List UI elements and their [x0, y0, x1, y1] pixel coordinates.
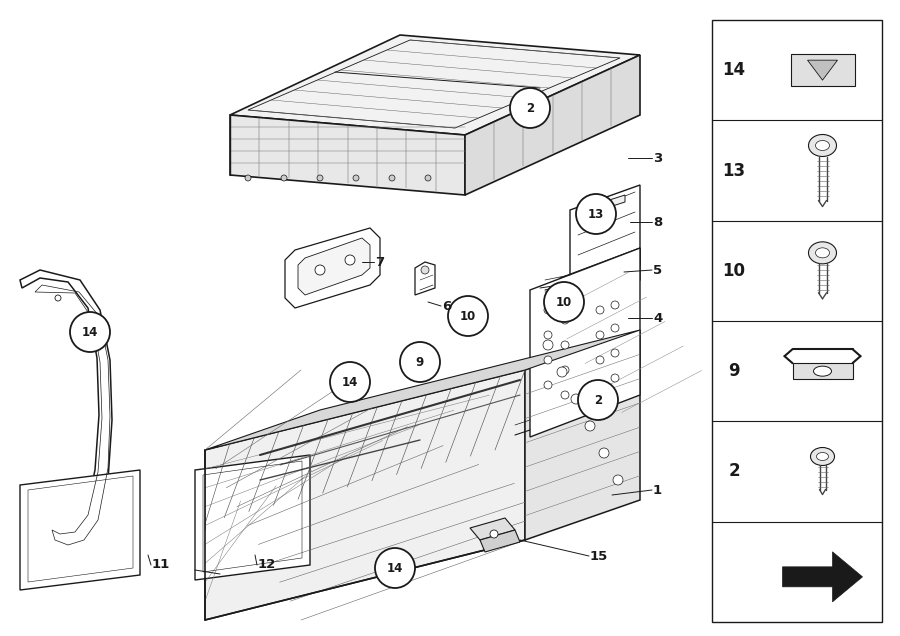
Text: 2: 2 [526, 102, 534, 114]
Circle shape [510, 88, 550, 128]
Circle shape [578, 380, 618, 420]
Polygon shape [793, 363, 852, 379]
Circle shape [315, 265, 325, 275]
Text: 2: 2 [594, 394, 602, 406]
Polygon shape [480, 530, 520, 552]
Polygon shape [205, 330, 640, 450]
Polygon shape [470, 518, 515, 540]
Polygon shape [807, 60, 838, 80]
Polygon shape [465, 55, 640, 195]
Circle shape [425, 175, 431, 181]
Circle shape [389, 175, 395, 181]
Circle shape [400, 342, 440, 382]
Text: 14: 14 [342, 375, 358, 389]
Text: 7: 7 [375, 256, 384, 268]
Polygon shape [525, 330, 640, 540]
Circle shape [281, 175, 287, 181]
Circle shape [613, 475, 623, 485]
Text: 10: 10 [460, 310, 476, 322]
Circle shape [544, 331, 552, 339]
Polygon shape [230, 115, 465, 195]
Circle shape [375, 548, 415, 588]
Polygon shape [530, 248, 640, 437]
Text: 10: 10 [723, 262, 745, 280]
Text: 10: 10 [556, 296, 572, 308]
Circle shape [611, 324, 619, 332]
Text: 13: 13 [723, 162, 745, 179]
Text: 5: 5 [653, 263, 662, 277]
Polygon shape [570, 185, 640, 305]
Circle shape [561, 316, 569, 324]
Text: 9: 9 [416, 356, 424, 368]
Circle shape [245, 175, 251, 181]
Text: 14: 14 [82, 326, 98, 338]
Circle shape [330, 362, 370, 402]
Text: 12: 12 [258, 558, 276, 572]
Circle shape [599, 448, 609, 458]
Circle shape [543, 340, 553, 350]
Circle shape [596, 331, 604, 339]
Circle shape [490, 530, 498, 538]
Text: 8: 8 [653, 216, 662, 228]
Circle shape [421, 266, 429, 274]
Circle shape [345, 255, 355, 265]
Text: 6: 6 [442, 300, 451, 312]
Polygon shape [20, 470, 140, 590]
Circle shape [571, 394, 581, 404]
Polygon shape [782, 552, 862, 602]
Polygon shape [560, 248, 640, 295]
Bar [712, 20, 882, 622]
Circle shape [557, 367, 567, 377]
Circle shape [611, 301, 619, 309]
Text: 15: 15 [590, 550, 608, 562]
Circle shape [561, 366, 569, 374]
Ellipse shape [811, 448, 834, 466]
Circle shape [596, 356, 604, 364]
Polygon shape [415, 262, 435, 295]
Polygon shape [790, 54, 854, 86]
Text: 2: 2 [728, 462, 740, 481]
Ellipse shape [808, 242, 836, 264]
Circle shape [576, 194, 616, 234]
Ellipse shape [814, 366, 832, 376]
Circle shape [353, 175, 359, 181]
Circle shape [544, 381, 552, 389]
Circle shape [596, 306, 604, 314]
Circle shape [544, 356, 552, 364]
Circle shape [611, 374, 619, 382]
Polygon shape [298, 238, 370, 295]
Polygon shape [205, 370, 525, 620]
Circle shape [596, 381, 604, 389]
Polygon shape [285, 228, 380, 308]
Circle shape [448, 296, 488, 336]
Text: 14: 14 [723, 61, 745, 79]
Text: 3: 3 [653, 151, 662, 165]
Text: 11: 11 [152, 558, 170, 572]
Polygon shape [195, 455, 310, 580]
Polygon shape [600, 195, 625, 210]
Circle shape [70, 312, 110, 352]
Text: 1: 1 [653, 483, 662, 497]
Text: 13: 13 [588, 207, 604, 221]
Text: 14: 14 [387, 562, 403, 574]
Text: 9: 9 [728, 362, 740, 380]
Circle shape [561, 391, 569, 399]
Ellipse shape [816, 452, 829, 460]
Circle shape [561, 341, 569, 349]
Circle shape [55, 295, 61, 301]
Circle shape [544, 282, 584, 322]
Ellipse shape [808, 134, 836, 156]
Polygon shape [230, 35, 640, 135]
Circle shape [544, 306, 552, 314]
Circle shape [611, 349, 619, 357]
Text: 4: 4 [653, 312, 662, 324]
Ellipse shape [815, 141, 830, 151]
Circle shape [585, 421, 595, 431]
Circle shape [317, 175, 323, 181]
Polygon shape [20, 270, 112, 562]
Ellipse shape [815, 248, 830, 258]
